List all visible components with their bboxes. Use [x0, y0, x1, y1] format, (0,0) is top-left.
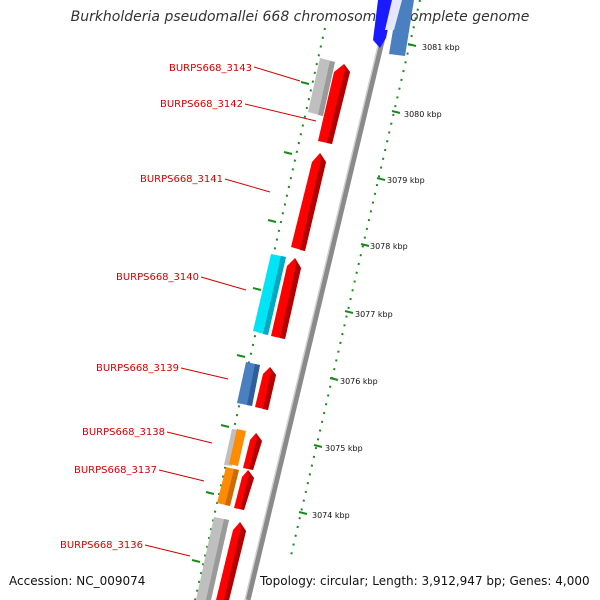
gene-leader-3139 [180, 367, 229, 380]
gene-blue-top[interactable] [373, 0, 394, 48]
inner-tick [252, 287, 262, 291]
gene-leader-3142 [244, 103, 317, 122]
gene-burps668-3143-shade [318, 61, 335, 116]
gene-steelblue-top[interactable] [389, 0, 414, 56]
gene-burps668-3137-shade [225, 469, 239, 506]
gene-label[interactable]: BURPS668_3139 [96, 363, 179, 374]
gene-leader-3140 [200, 276, 247, 291]
kbp-label: 3074 kbp [312, 511, 350, 520]
map-title: Burkholderia pseudomallei 668 chromosome… [70, 9, 530, 25]
accession-text: Accession: NC_009074 [9, 574, 146, 588]
kbp-label: 3081 kbp [422, 43, 460, 52]
outer-major-ticks [298, 43, 417, 515]
gene-label-leaders [144, 66, 317, 557]
gene-red-3136b-shade [224, 522, 246, 600]
gene-label[interactable]: BURPS668_3141 [140, 174, 223, 185]
outer-tick [360, 243, 370, 247]
gene-label[interactable]: BURPS668_3143 [169, 63, 252, 74]
gene-burps668-3136-shade [206, 519, 229, 600]
gene-leader-3143 [253, 66, 301, 82]
inner-tick [300, 81, 310, 85]
kbp-label: 3079 kbp [387, 176, 425, 185]
gene-red-3138b-shade [249, 433, 262, 470]
gene-leader-3141 [224, 178, 271, 193]
gene-label[interactable]: BURPS668_3142 [160, 99, 243, 110]
gene-red-3137b-shade [240, 470, 254, 510]
inner-tick [220, 424, 230, 428]
chromosome-backbone-highlight [244, 0, 390, 600]
kbp-label: 3077 kbp [355, 310, 393, 319]
gene-burps668-3139-shade [247, 364, 260, 406]
gene-red-3140b-shade [280, 258, 301, 339]
outer-tick [344, 310, 354, 314]
gene-burps668-3141-shade [300, 153, 326, 251]
inner-major-ticks [191, 81, 310, 563]
outer-tick [313, 444, 323, 448]
gene-leader-3138 [166, 431, 213, 444]
kbp-label: 3076 kbp [340, 377, 378, 386]
gene-white-top [385, 0, 402, 30]
outer-tick [407, 43, 417, 47]
genome-summary-text: Topology: circular; Length: 3,912,947 bp… [260, 574, 590, 588]
outer-tick [329, 377, 339, 381]
inner-tick [267, 219, 277, 223]
gene-label[interactable]: BURPS668_3137 [74, 465, 157, 476]
inner-tick [236, 354, 246, 358]
inner-tick [205, 491, 215, 495]
gene-leader-3136 [144, 544, 191, 557]
inner-tick [191, 559, 201, 563]
kbp-label: 3080 kbp [404, 110, 442, 119]
gene-label[interactable]: BURPS668_3136 [60, 540, 143, 551]
kbp-label: 3075 kbp [325, 444, 363, 453]
gene-leader-3137 [158, 469, 205, 482]
gene-label[interactable]: BURPS668_3140 [116, 272, 199, 283]
outer-tick [391, 110, 401, 114]
inner-tick [283, 151, 293, 155]
minor-tick-row-outer [289, 0, 421, 561]
gene-burps668-3138-orange[interactable] [229, 429, 246, 466]
outer-tick [376, 177, 386, 181]
gene-burps668-3142-shade [327, 64, 350, 144]
gene-label[interactable]: BURPS668_3138 [82, 427, 165, 438]
chromosome-backbone [245, 0, 395, 600]
outer-tick [298, 511, 308, 515]
gene-burps668-3140-shade [263, 256, 286, 335]
kbp-label: 3078 kbp [370, 242, 408, 251]
gene-red-3139b-shade [263, 367, 276, 410]
